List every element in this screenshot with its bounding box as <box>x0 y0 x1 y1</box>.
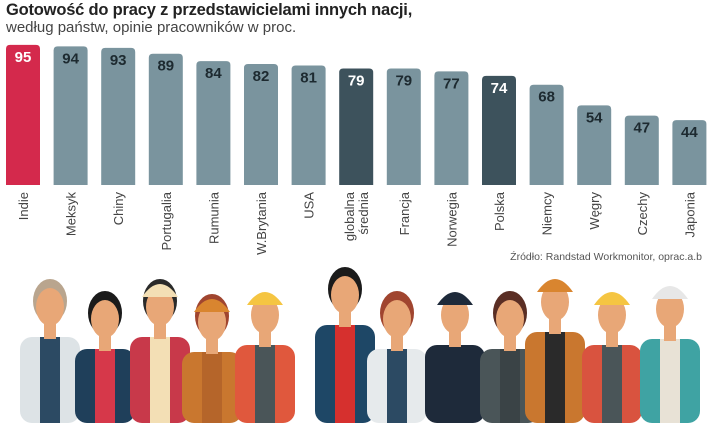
bar <box>6 44 40 185</box>
bar <box>148 53 183 185</box>
bar-group: 81 USA <box>291 65 326 219</box>
bar <box>339 68 374 185</box>
bar-group: 93 Chiny <box>101 47 136 226</box>
bar <box>434 71 469 185</box>
chart-title: Gotowość do pracy z przedstawicielami in… <box>6 1 413 19</box>
bar-chart: 95 Indie 94 Meksyk 93 Chiny 89 Portugalia 84 Rumu… <box>6 44 707 255</box>
worker-figure <box>315 267 375 423</box>
data-label: 77 <box>443 75 460 92</box>
bar <box>577 105 612 185</box>
bar-group: 89 Portugalia <box>148 53 183 251</box>
category-label: Węgry <box>587 192 602 230</box>
category-label: W.Brytania <box>254 191 269 255</box>
data-label: 81 <box>300 70 317 87</box>
category-label: Rumunia <box>206 191 221 244</box>
bar <box>624 115 659 185</box>
bar-group: 94 Meksyk <box>53 46 88 237</box>
bar-group: 54 Węgry <box>577 105 612 230</box>
worker-figure <box>425 292 485 423</box>
bar <box>244 64 278 185</box>
category-label: Francja <box>397 191 412 235</box>
data-label: 79 <box>348 72 365 89</box>
category-label: Norwegia <box>444 191 459 247</box>
worker-figure <box>130 279 190 423</box>
category-label: Czechy <box>635 192 650 236</box>
source-note: Źródło: Randstad Workmonitor, oprac.a.b <box>510 251 702 263</box>
worker-figure <box>20 279 80 423</box>
category-label: Chiny <box>111 192 126 226</box>
category-label: Indie <box>16 192 31 220</box>
data-label: 44 <box>681 124 698 141</box>
worker-figure <box>582 292 642 423</box>
workers-illustration <box>20 267 700 423</box>
bar <box>529 84 564 185</box>
bar-group: 44 Japonia <box>672 120 707 238</box>
data-label: 89 <box>157 58 174 75</box>
bar-group: 95 Indie <box>6 44 40 220</box>
data-label: 82 <box>253 68 270 85</box>
worker-figure <box>640 286 700 423</box>
category-label: średnia <box>356 191 371 234</box>
bar <box>53 46 88 185</box>
bar-group: 79 Francja <box>386 68 421 235</box>
bar-group: 47 Czechy <box>624 115 659 236</box>
worker-figure <box>235 292 295 423</box>
worker-figure <box>75 291 135 423</box>
worker-figure <box>182 294 242 423</box>
bar-group: 68 Niemcy <box>529 84 564 236</box>
worker-figure <box>525 279 585 423</box>
bar-group: 74 Polska <box>482 75 516 231</box>
category-label: globalna <box>342 191 357 241</box>
worker-figure <box>367 291 427 423</box>
bar-group: 84 Rumunia <box>196 61 231 244</box>
data-label: 68 <box>538 89 555 106</box>
data-label: 84 <box>205 65 222 82</box>
data-label: 74 <box>491 80 508 97</box>
bar <box>196 61 231 185</box>
bar <box>101 47 136 186</box>
bar <box>482 75 516 185</box>
bar <box>291 65 326 185</box>
bar-group: 79 globalna średnia <box>339 68 374 241</box>
bar-group: 82 W.Brytania <box>244 64 278 255</box>
data-label: 94 <box>62 50 79 67</box>
data-label: 95 <box>15 49 32 66</box>
data-label: 47 <box>633 120 650 137</box>
category-label: Portugalia <box>159 191 174 250</box>
category-label: USA <box>302 192 317 219</box>
bar <box>672 120 707 185</box>
bar <box>386 68 421 185</box>
category-label: Niemcy <box>540 192 555 236</box>
category-label: Japonia <box>682 191 697 237</box>
data-label: 79 <box>395 72 412 89</box>
category-label: Meksyk <box>64 192 79 237</box>
chart-subtitle: według państw, opinie pracowników w proc… <box>6 19 297 36</box>
data-label: 93 <box>110 52 127 69</box>
category-label: Polska <box>492 191 507 231</box>
bar-group: 77 Norwegia <box>434 71 469 247</box>
data-label: 54 <box>586 109 603 126</box>
